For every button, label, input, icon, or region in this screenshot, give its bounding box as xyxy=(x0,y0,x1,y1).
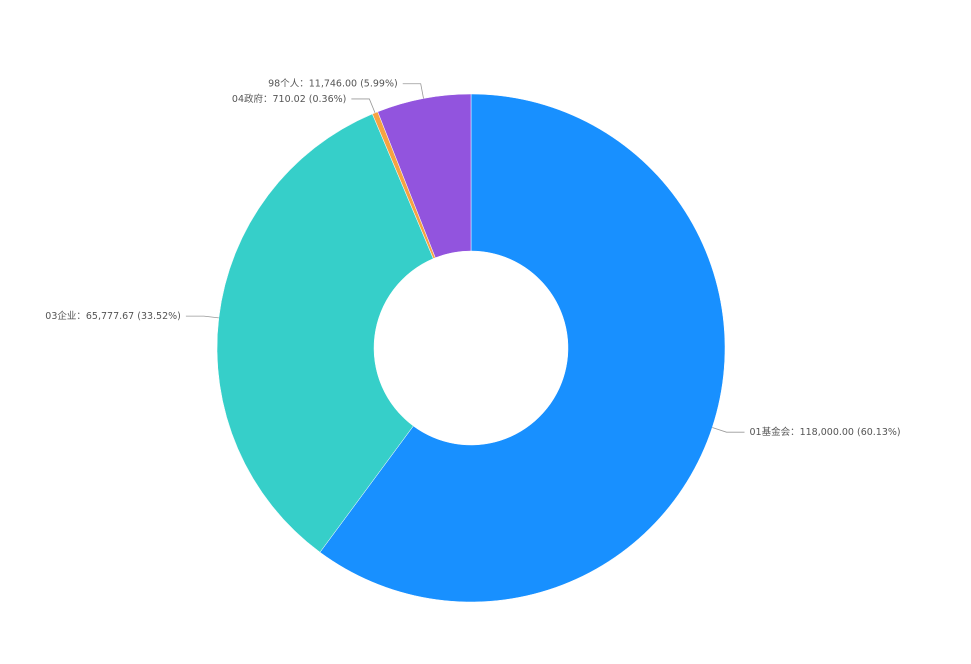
value-label: 11,746.00 (5.99%) xyxy=(309,78,398,89)
leader-line xyxy=(351,98,376,113)
leader-line xyxy=(402,83,424,99)
value-label: 65,777.67 (33.52%) xyxy=(86,311,181,322)
slice xyxy=(216,113,434,553)
leader-line xyxy=(712,427,745,433)
slice xyxy=(377,93,472,259)
category-label: 98个人： xyxy=(268,78,309,89)
leader-line xyxy=(185,315,219,319)
slice-label: 03企业：65,777.67 (33.52%) xyxy=(45,310,181,322)
value-label: 710.02 (0.36%) xyxy=(273,93,347,104)
category-label: 03企业： xyxy=(45,310,86,322)
value-label: 118,000.00 (60.13%) xyxy=(800,427,901,438)
slice-label: 01基金会：118,000.00 (60.13%) xyxy=(749,426,900,438)
slice-label: 04政府：710.02 (0.36%) xyxy=(232,92,346,104)
category-label: 04政府： xyxy=(232,92,273,104)
slice-label: 98个人：11,746.00 (5.99%) xyxy=(268,78,398,89)
category-label: 01基金会： xyxy=(749,426,799,438)
slice xyxy=(319,93,726,603)
